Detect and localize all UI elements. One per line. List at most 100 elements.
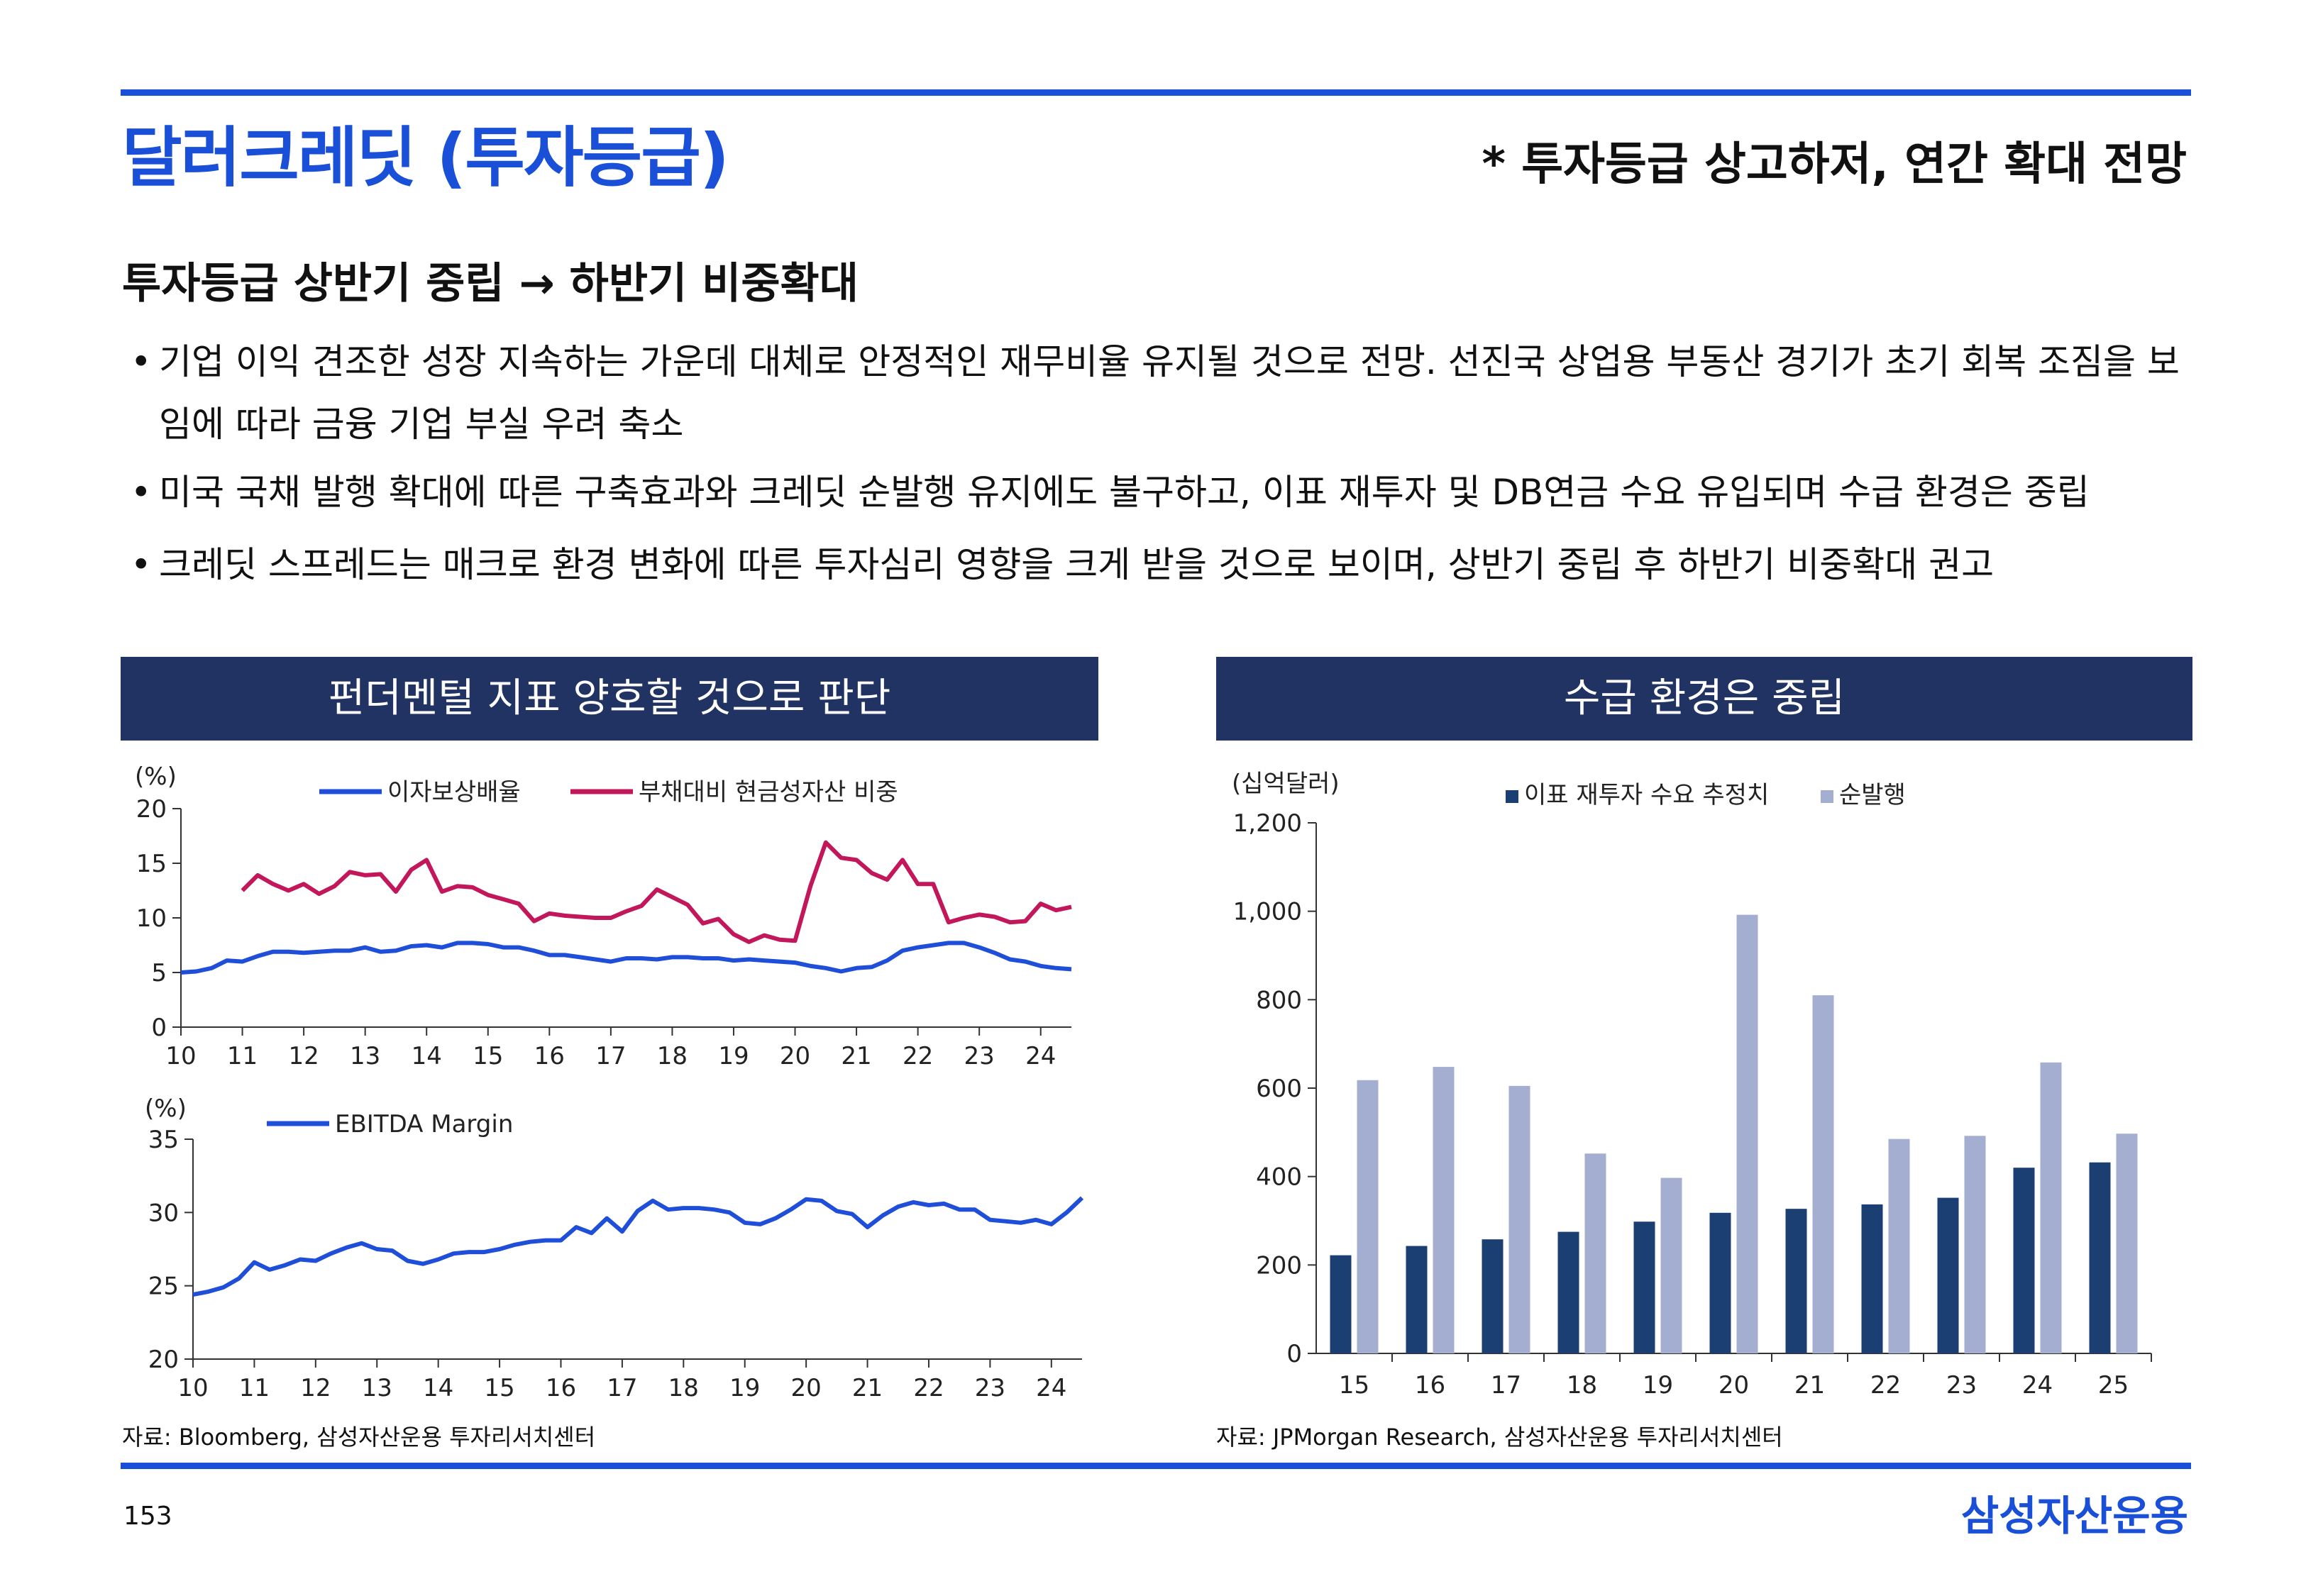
x-tick-label: 13 (362, 1374, 392, 1402)
bar-coupon-reinvestment (1330, 1255, 1352, 1353)
chart-legend: 이자보상배율 부채대비 현금성자산 비중 (319, 778, 898, 807)
legend-label-coupon: 이표 재투자 수요 추정치 (1524, 781, 1769, 809)
right-source-note: 자료: JPMorgan Research, 삼성자산운용 투자리서치센터 (1216, 1424, 1783, 1451)
bar-net-issuance (1964, 1136, 1986, 1353)
x-tick-label: 22 (913, 1374, 944, 1402)
x-tick-label: 12 (300, 1374, 331, 1402)
y-tick-label: 400 (1256, 1163, 1302, 1192)
bar-net-issuance (1357, 1080, 1379, 1353)
bar-net-issuance (2040, 1062, 2062, 1353)
x-tick-label: 10 (177, 1374, 208, 1402)
chart-interest-coverage: 이자보상배율 부채대비 현금성자산 비중 (%) 0 5 10 15 20 10 11 12 1… (135, 763, 1072, 1070)
x-tick-label: 21 (852, 1374, 883, 1402)
y-axis-unit: (%) (145, 1095, 187, 1123)
y-tick-label: 35 (148, 1126, 179, 1154)
y-tick-label: 15 (136, 850, 167, 878)
x-tick-label: 20 (791, 1374, 822, 1402)
legend-swatch-coupon (1506, 790, 1518, 803)
x-tick-label: 18 (1567, 1371, 1597, 1400)
bar-coupon-reinvestment (2089, 1162, 2111, 1353)
bar-coupon-reinvestment (1861, 1204, 1883, 1353)
bar-coupon-reinvestment (1557, 1231, 1579, 1353)
y-tick-label: 20 (148, 1346, 179, 1374)
x-tick-label: 23 (975, 1374, 1005, 1402)
chart-legend: EBITDA Margin (267, 1110, 513, 1138)
y-tick-label: 25 (148, 1273, 179, 1301)
chart-supply-demand: (십억달러) 이표 재투자 수요 추정치 순발행 0 200 400 600 800 1,… (1232, 770, 2152, 1400)
x-tick-label: 10 (165, 1042, 196, 1070)
x-tick-label: 16 (1415, 1371, 1445, 1400)
bar-coupon-reinvestment (1482, 1239, 1504, 1353)
x-tick-label: 24 (1025, 1042, 1056, 1070)
x-tick-label: 18 (668, 1374, 699, 1402)
x-tick-label: 24 (2022, 1371, 2053, 1400)
title-note: * 투자등급 상고하저, 연간 확대 전망 (1482, 138, 2187, 191)
x-tick-label: 14 (412, 1042, 442, 1070)
bar-net-issuance (1736, 914, 1758, 1353)
y-tick-label: 1,200 (1233, 809, 1302, 838)
series-line-secondary (241, 840, 1072, 944)
bar-coupon-reinvestment (1709, 1212, 1731, 1353)
x-tick-label: 19 (729, 1374, 760, 1402)
x-tick-label: 22 (903, 1042, 933, 1070)
x-tick-label: 13 (350, 1042, 380, 1070)
bullet-dot: • (131, 544, 152, 585)
bar-coupon-reinvestment (1406, 1246, 1428, 1353)
bar-coupon-reinvestment (2013, 1168, 2035, 1353)
bar-coupon-reinvestment (1633, 1221, 1655, 1353)
series-line-primary (180, 941, 1072, 975)
x-tick-label: 16 (534, 1042, 565, 1070)
company-logo: 삼성자산운용 (1960, 1492, 2188, 1540)
x-tick-label: 17 (595, 1042, 626, 1070)
x-tick-label: 25 (2098, 1371, 2129, 1400)
legend-label-interest-coverage: 이자보상배율 (387, 778, 521, 807)
y-tick-label: 0 (151, 1014, 167, 1042)
page-title: 달러크레딧 (투자등급) (122, 120, 729, 196)
y-axis-unit: (%) (135, 763, 177, 791)
x-tick-label: 16 (546, 1374, 576, 1402)
bullet-text: 기업 이익 견조한 성장 지속하는 가운데 대체로 안정적인 재무비율 유지될 … (159, 341, 2180, 445)
legend-swatch-net-issuance (1821, 790, 1833, 803)
bullet-item: • 기업 이익 견조한 성장 지속하는 가운데 대체로 안정적인 재무비율 유지… (131, 331, 2188, 455)
x-tick-label: 23 (1946, 1371, 1977, 1400)
x-tick-label: 21 (1794, 1371, 1825, 1400)
bar-net-issuance (1433, 1067, 1455, 1353)
bullet-dot: • (131, 472, 152, 513)
y-tick-label: 30 (148, 1199, 179, 1227)
bullet-dot: • (131, 341, 152, 382)
x-tick-label: 20 (780, 1042, 810, 1070)
bar-net-issuance (1508, 1085, 1530, 1353)
y-tick-label: 0 (1286, 1340, 1302, 1368)
bullet-item: • 크레딧 스프레드는 매크로 환경 변화에 따른 투자심리 영향을 크게 받을… (131, 533, 2188, 596)
bottom-rule (121, 1463, 2191, 1469)
x-tick-label: 19 (1643, 1371, 1673, 1400)
y-tick-label: 5 (151, 959, 167, 987)
bar-net-issuance (2116, 1134, 2138, 1353)
y-tick-label: 600 (1256, 1075, 1302, 1103)
bullet-text: 크레딧 스프레드는 매크로 환경 변화에 따른 투자심리 영향을 크게 받을 것… (159, 544, 1995, 585)
bullet-item: • 미국 국채 발행 확대에 따른 구축효과와 크레딧 순발행 유지에도 불구하… (131, 461, 2188, 523)
bar-net-issuance (1888, 1138, 1910, 1353)
bar-coupon-reinvestment (1937, 1197, 1959, 1353)
chart-legend: 이표 재투자 수요 추정치 순발행 (1506, 781, 1906, 809)
y-tick-label: 20 (136, 795, 167, 824)
bar-net-issuance (1812, 995, 1834, 1353)
legend-label-ebitda: EBITDA Margin (335, 1110, 513, 1138)
bar-net-issuance (1584, 1153, 1606, 1353)
x-tick-label: 20 (1719, 1371, 1749, 1400)
y-axis-unit: (십억달러) (1232, 770, 1340, 798)
bullet-text: 미국 국채 발행 확대에 따른 구축효과와 크레딧 순발행 유지에도 불구하고,… (159, 472, 2090, 513)
x-tick-label: 15 (473, 1042, 503, 1070)
x-tick-label: 15 (484, 1374, 514, 1402)
left-source-note: 자료: Bloomberg, 삼성자산운용 투자리서치센터 (122, 1424, 596, 1451)
legend-label-net-issuance: 순발행 (1839, 781, 1906, 809)
x-tick-label: 23 (964, 1042, 995, 1070)
top-rule (121, 89, 2191, 96)
x-tick-label: 12 (288, 1042, 319, 1070)
x-tick-label: 15 (1339, 1371, 1369, 1400)
series-line-primary (192, 1196, 1084, 1297)
chart-ebitda-margin: EBITDA Margin (%) 20 25 30 35 10 11 12 13 14 15 16… (145, 1095, 1084, 1402)
legend-label-cash-ratio: 부채대비 현금성자산 비중 (639, 778, 898, 807)
bar-coupon-reinvestment (1785, 1209, 1807, 1353)
x-tick-label: 21 (841, 1042, 871, 1070)
